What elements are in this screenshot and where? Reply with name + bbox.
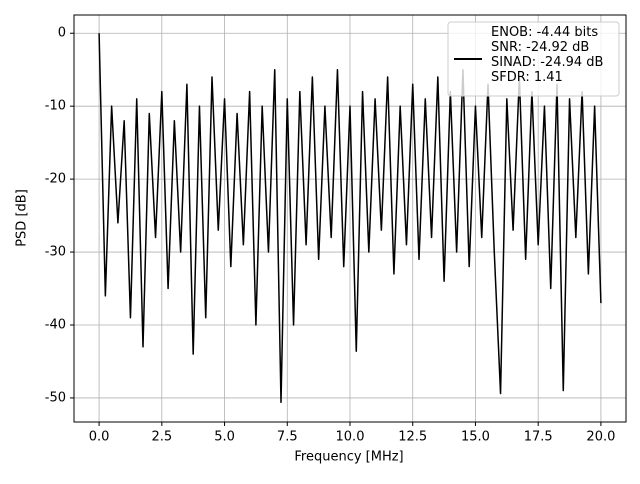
y-tick-label: -10 [45,99,66,114]
x-axis-label: Frequency [MHz] [294,450,403,465]
x-tick-label: 15.0 [461,430,490,445]
axes-frame [73,14,627,423]
legend-box [447,21,620,97]
x-tick-label: 0.0 [89,430,110,445]
legend-label: ENOB: -4.44 bits SNR: -24.92 dB SINAD: -… [491,25,604,85]
x-tick-label: 10.0 [336,430,365,445]
line [98,33,602,404]
x-tick-label: 5.0 [214,430,235,445]
y-tick-label: -50 [45,390,66,405]
x-tick-label: 7.5 [277,430,298,445]
y-tick-label: -20 [45,172,66,187]
y-tick-label: -40 [45,317,66,332]
y-tick-label: 0 [58,26,66,41]
x-tick-label: 17.5 [524,430,553,445]
x-tick-label: 20.0 [586,430,615,445]
x-tick-label: 2.5 [151,430,172,445]
x-tick-label: 12.5 [398,430,427,445]
y-axis-label: PSD [dB] [15,189,30,247]
y-tick-label: -30 [45,245,66,260]
